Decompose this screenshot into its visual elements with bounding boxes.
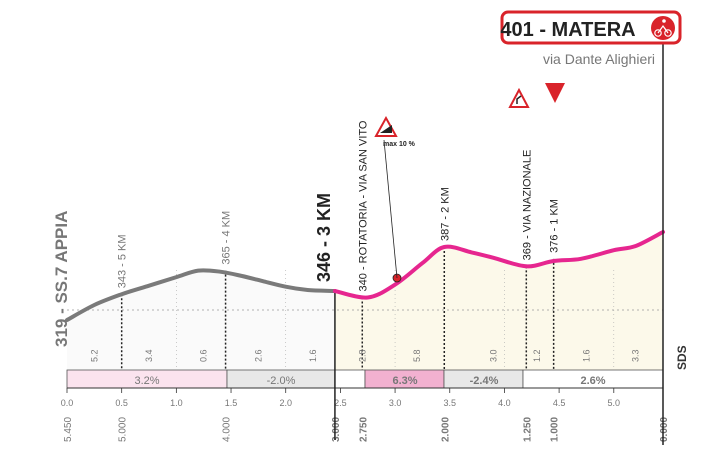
finish-street: via Dante Alighieri	[543, 51, 655, 67]
gradient-box-pad	[334, 369, 366, 389]
remaining-tick-label: 1.000	[550, 417, 561, 442]
dangerous-curve-icon	[508, 87, 530, 108]
distance-tick-label: 2.5	[334, 398, 347, 408]
segment-length-label: 3.0	[488, 349, 498, 362]
gradient-label-4: -2.4%	[470, 375, 499, 387]
distance-tick-label: 2.0	[279, 398, 292, 408]
segment-length-label: 2.6	[253, 349, 263, 362]
segment-length-label: 5.2	[89, 349, 99, 362]
distance-tick-label: 1.5	[225, 398, 238, 408]
segment-lengths: 5.2 3.4 0.6 2.6 1.6 2.8 5.8 3.0 1.2 1.6 3.3	[89, 349, 640, 362]
km-marker-label: 376 - 1 KM	[549, 199, 561, 253]
last-km-flag-icon	[545, 83, 565, 103]
segment-length-label: 1.6	[581, 349, 591, 362]
remaining-tick-label: 5.000	[118, 417, 129, 442]
remaining-tick-label: 3.000	[331, 417, 342, 442]
gradient-band: 3.2% -2.0% 6.3% -2.4% 2.6%	[66, 369, 664, 389]
finish-box	[500, 10, 682, 45]
finish-cyclist-icon	[651, 16, 675, 40]
max-gradient-label: max 10 %	[383, 141, 416, 148]
distance-tick-label: 3.5	[443, 398, 456, 408]
segment-length-label: 5.8	[412, 349, 422, 362]
distance-tick-label: 1.0	[170, 398, 183, 408]
km-marker-label: 340 - ROTATORIA - VIA SAN VITO	[357, 120, 369, 291]
remaining-tick-label: 2.000	[440, 417, 451, 442]
remaining-tick-label: 1.250	[522, 417, 533, 442]
distance-ticks: 0.0 0.5 1.0 1.5 2.0 2.5 3.0 3.5 4.0 4.5 5.0	[61, 388, 620, 408]
km-marker-label: 365 - 4 KM	[221, 211, 233, 265]
roundabout-leader	[383, 139, 398, 279]
distance-tick-label: 5.0	[608, 398, 621, 408]
segment-length-label: 0.6	[199, 349, 209, 362]
remaining-tick-label: 0.000	[659, 417, 670, 442]
steep-climb-warning-icon	[374, 115, 398, 137]
gradient-label-5: 2.6%	[580, 375, 605, 387]
first-part-fill	[67, 270, 335, 370]
segment-length-label: 1.2	[532, 349, 542, 362]
sds-label: SDS	[675, 345, 689, 370]
segment-length-label: 2.8	[357, 349, 367, 362]
gradient-label-3: 6.3%	[392, 375, 417, 387]
remaining-tick-label: 5.450	[63, 417, 74, 442]
profile-line-grey	[65, 268, 337, 322]
distance-tick-label: 3.0	[389, 398, 402, 408]
gradient-label-2: -2.0%	[267, 375, 296, 387]
km-marker-label: 343 - 5 KM	[117, 234, 129, 288]
distance-tick-label: 0.5	[115, 398, 128, 408]
start-road-label: 319 - SS.7 APPIA	[52, 211, 71, 347]
distance-tick-label: 4.5	[553, 398, 566, 408]
segment-length-label: 3.4	[144, 349, 154, 362]
distance-tick-label: 0.0	[61, 398, 74, 408]
profile-line-magenta	[332, 230, 665, 300]
finish-label: 401 - MATERA	[500, 19, 635, 41]
remaining-tick-label: 2.750	[358, 417, 369, 442]
remaining-tick-label: 4.000	[222, 417, 233, 442]
km-marker-label: 387 - 2 KM	[439, 187, 451, 241]
last-3km-fill	[334, 232, 663, 370]
distance-tick-label: 4.0	[498, 398, 511, 408]
km-markers: 343 - 5 KM 365 - 4 KM 340 - ROTATORIA - VI…	[117, 120, 615, 440]
segment-length-label: 1.6	[308, 349, 318, 362]
gradient-label-1: 3.2%	[134, 375, 159, 387]
segment-length-label: 3.3	[631, 349, 641, 362]
three-km-label: 346 - 3 KM	[314, 193, 334, 282]
remaining-ticks: 5.450 5.000 4.000 3.000 2.750 2.000 1.250 1.000…	[63, 417, 670, 442]
km-marker-label: 369 - VIA NAZIONALE	[521, 150, 533, 261]
